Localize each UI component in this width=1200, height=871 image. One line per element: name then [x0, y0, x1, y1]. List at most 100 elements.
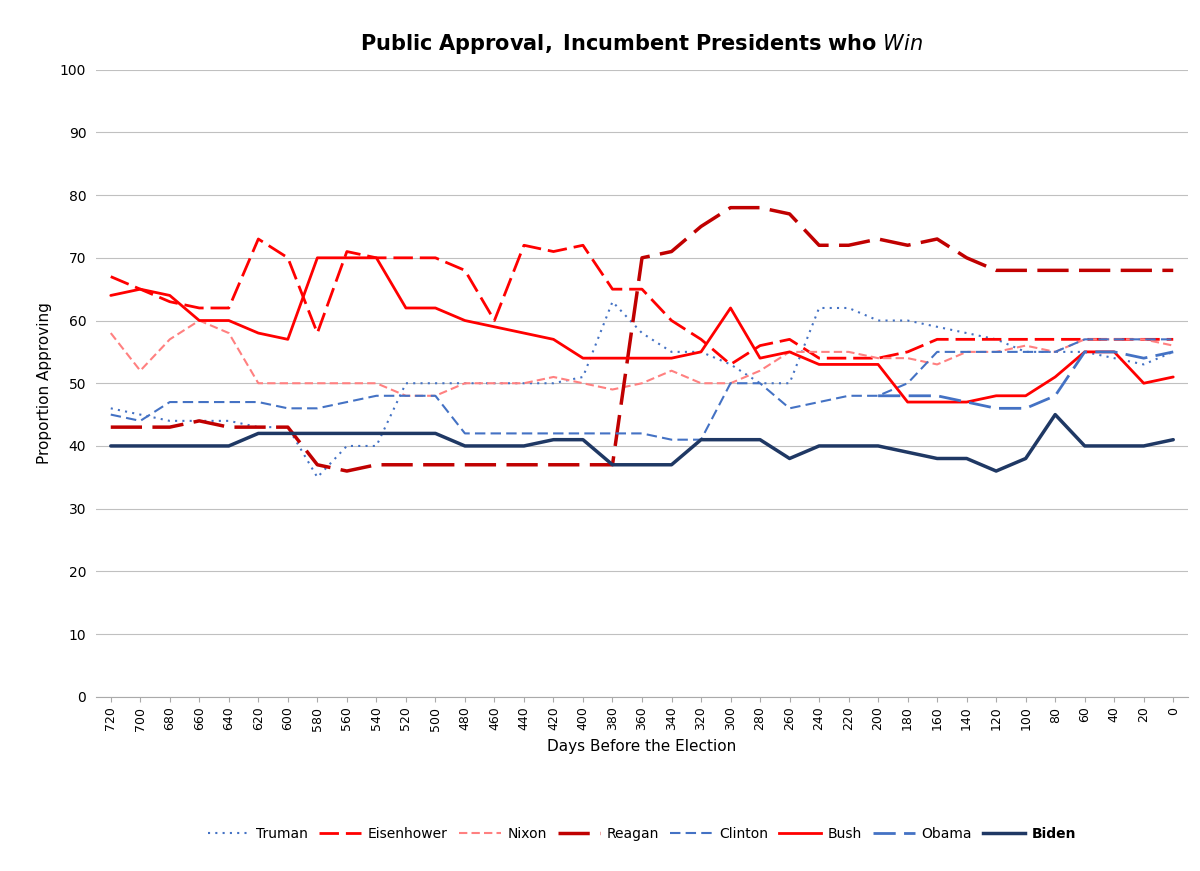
- Reagan: [222, 422, 236, 432]
- Reagan: [812, 240, 827, 251]
- X-axis label: Days Before the Election: Days Before the Election: [547, 739, 737, 754]
- Eisenhower: [1108, 334, 1122, 345]
- Eisenhower: [1048, 334, 1062, 345]
- Reagan: [841, 240, 856, 251]
- Clinton: [340, 397, 354, 408]
- Reagan: [576, 460, 590, 470]
- Obama: [1136, 353, 1151, 363]
- Clinton: [103, 409, 118, 420]
- Obama: [900, 390, 914, 401]
- Reagan: [694, 221, 708, 232]
- Reagan: [960, 253, 974, 263]
- Bush: [724, 303, 738, 314]
- Clinton: [605, 429, 619, 439]
- Eisenhower: [900, 347, 914, 357]
- Biden: [517, 441, 532, 451]
- Biden: [694, 435, 708, 445]
- Reagan: [635, 253, 649, 263]
- Clinton: [310, 403, 324, 414]
- Bush: [871, 359, 886, 369]
- Bush: [487, 321, 502, 332]
- Bush: [457, 315, 472, 326]
- Clinton: [428, 390, 443, 401]
- Nixon: [133, 366, 148, 376]
- Nixon: [724, 378, 738, 388]
- Biden: [1108, 441, 1122, 451]
- Reagan: [930, 233, 944, 244]
- Reagan: [281, 422, 295, 432]
- Clinton: [752, 378, 767, 388]
- Eisenhower: [960, 334, 974, 345]
- Clinton: [370, 390, 384, 401]
- Eisenhower: [133, 284, 148, 294]
- Eisenhower: [487, 315, 502, 326]
- Truman: [517, 378, 532, 388]
- Clinton: [133, 415, 148, 426]
- Nixon: [517, 378, 532, 388]
- Clinton: [1108, 334, 1122, 345]
- Nixon: [310, 378, 324, 388]
- Nixon: [457, 378, 472, 388]
- Nixon: [103, 327, 118, 338]
- Eisenhower: [694, 334, 708, 345]
- Truman: [752, 378, 767, 388]
- Truman: [1078, 347, 1092, 357]
- Biden: [841, 441, 856, 451]
- Biden: [1166, 435, 1181, 445]
- Biden: [605, 460, 619, 470]
- Eisenhower: [1019, 334, 1033, 345]
- Truman: [605, 296, 619, 307]
- Reagan: [103, 422, 118, 432]
- Biden: [340, 429, 354, 439]
- Truman: [1166, 347, 1181, 357]
- Clinton: [871, 390, 886, 401]
- Reagan: [340, 466, 354, 476]
- Truman: [635, 327, 649, 338]
- Eisenhower: [340, 246, 354, 257]
- Biden: [576, 435, 590, 445]
- Nixon: [930, 359, 944, 369]
- Eisenhower: [428, 253, 443, 263]
- Eisenhower: [457, 265, 472, 275]
- Reagan: [162, 422, 176, 432]
- Eisenhower: [930, 334, 944, 345]
- Nixon: [635, 378, 649, 388]
- Eisenhower: [665, 315, 679, 326]
- Clinton: [162, 397, 176, 408]
- Bush: [605, 353, 619, 363]
- Truman: [871, 315, 886, 326]
- Obama: [1048, 390, 1062, 401]
- Bush: [222, 315, 236, 326]
- Eisenhower: [841, 353, 856, 363]
- Bush: [1078, 347, 1092, 357]
- Biden: [162, 441, 176, 451]
- Bush: [340, 253, 354, 263]
- Biden: [724, 435, 738, 445]
- Obama: [1019, 403, 1033, 414]
- Bush: [281, 334, 295, 345]
- Truman: [665, 347, 679, 357]
- Biden: [752, 435, 767, 445]
- Clinton: [576, 429, 590, 439]
- Truman: [370, 441, 384, 451]
- Biden: [900, 447, 914, 457]
- Clinton: [1136, 334, 1151, 345]
- Reagan: [487, 460, 502, 470]
- Truman: [812, 303, 827, 314]
- Line: Bush: Bush: [110, 258, 1174, 402]
- Reagan: [1019, 265, 1033, 275]
- Nixon: [752, 366, 767, 376]
- Bush: [428, 303, 443, 314]
- Nixon: [370, 378, 384, 388]
- Clinton: [1048, 347, 1062, 357]
- Truman: [162, 415, 176, 426]
- Clinton: [665, 435, 679, 445]
- Reagan: [310, 460, 324, 470]
- Clinton: [1019, 347, 1033, 357]
- Bush: [812, 359, 827, 369]
- Biden: [871, 441, 886, 451]
- Eisenhower: [546, 246, 560, 257]
- Clinton: [1166, 334, 1181, 345]
- Y-axis label: Proportion Approving: Proportion Approving: [36, 302, 52, 464]
- Clinton: [192, 397, 206, 408]
